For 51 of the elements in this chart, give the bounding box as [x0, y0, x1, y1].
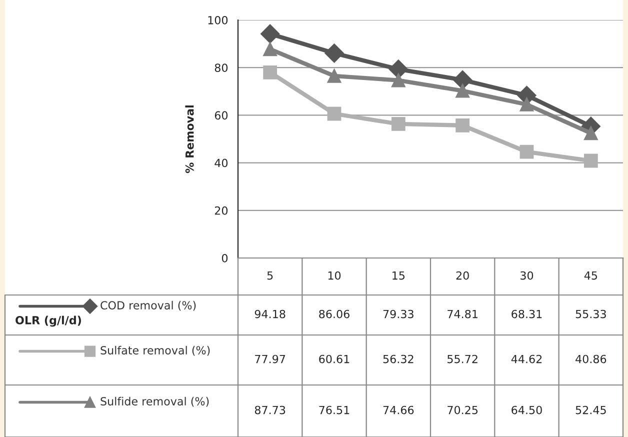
y-tick-label: 80 [214, 64, 228, 72]
y-tick-label: 20 [214, 206, 228, 215]
x-tick-label: 30 [520, 271, 534, 280]
data-label: 79.33 [383, 310, 414, 318]
data-label: 55.72 [448, 354, 478, 364]
data-label: 86.06 [319, 310, 350, 318]
data-label: 40.86 [576, 354, 606, 364]
point [391, 117, 406, 131]
y-tick-label: 0 [222, 254, 228, 262]
data-label: 56.32 [383, 354, 414, 364]
x-tick-label: 5 [267, 271, 273, 280]
data-label: 68.31 [512, 310, 542, 318]
data-label: 44.62 [511, 354, 542, 364]
legend-label: Sulfate removal (%) [100, 346, 210, 356]
point [324, 44, 344, 63]
point [391, 73, 406, 88]
data-label: 70.25 [448, 406, 478, 414]
data-label: 74.81 [448, 310, 478, 318]
data-label: 77.97 [255, 354, 286, 364]
point [327, 106, 342, 121]
point [260, 24, 280, 44]
x-tick-label: 10 [328, 271, 341, 280]
data-label: 55.33 [576, 310, 606, 318]
point [584, 154, 598, 168]
point [520, 98, 534, 112]
point [520, 144, 534, 159]
y-tick-label: 40 [214, 158, 228, 168]
x-tick-label: 20 [456, 271, 469, 280]
point [456, 84, 470, 98]
y-tick-label: 100 [208, 16, 228, 24]
x-tick-label: 15 [392, 271, 405, 280]
data-label: 76.51 [319, 406, 350, 414]
point [453, 70, 472, 90]
legend-label: Sulfide removal (%) [100, 396, 209, 407]
point [456, 118, 470, 132]
y-tick-label: 60 [214, 111, 228, 120]
point [263, 65, 278, 80]
data-label: 94.18 [254, 310, 286, 318]
data-label: 87.73 [254, 406, 286, 414]
point [263, 42, 278, 56]
data-label: 64.50 [512, 406, 542, 414]
legend-label: COD removal (%) [100, 300, 196, 311]
data-label: 74.66 [383, 406, 414, 414]
point [584, 126, 598, 140]
point [388, 60, 408, 79]
x-tick-label: 45 [584, 271, 598, 280]
data-label: 60.61 [319, 354, 350, 364]
y-axis-title: % Removal [185, 106, 194, 174]
data-label: 52.45 [576, 406, 606, 414]
text: OLR (g/l/d) [16, 316, 81, 327]
point [327, 68, 342, 83]
